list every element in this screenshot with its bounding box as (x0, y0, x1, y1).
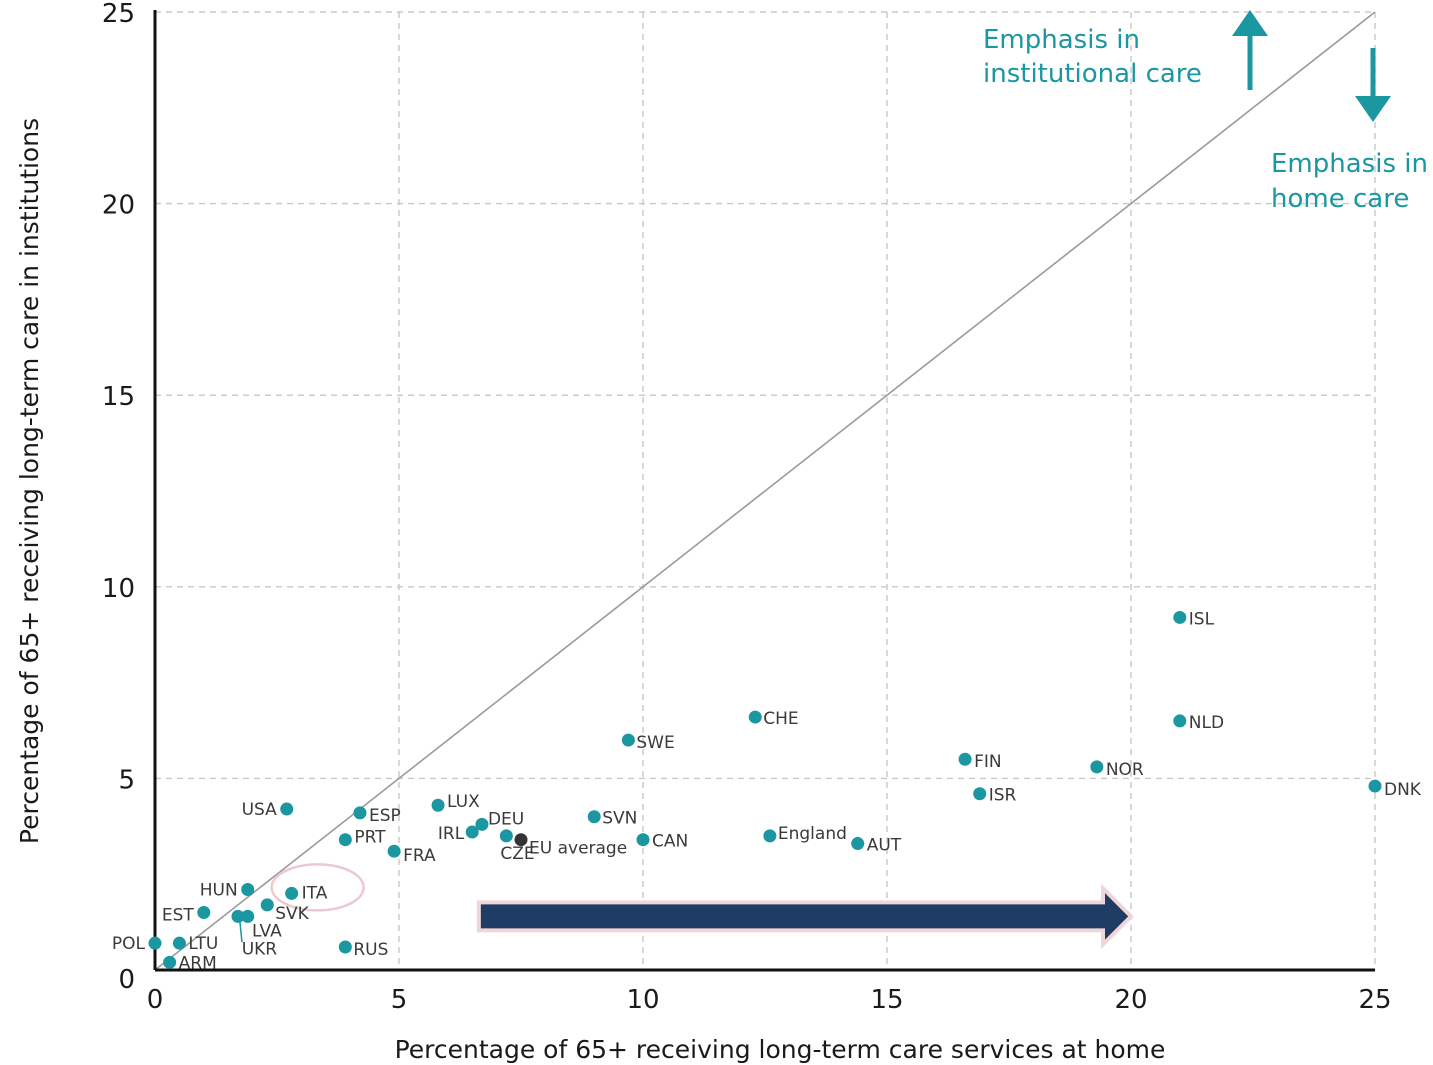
point-label-prt: PRT (354, 828, 386, 848)
y-tick-label-25: 25 (102, 0, 135, 29)
data-point-lva (231, 909, 245, 923)
grid-lines (155, 11, 1376, 970)
point-label-esp: ESP (369, 806, 401, 826)
data-point-nld (1173, 714, 1187, 728)
data-point-fra (387, 844, 401, 858)
data-point-svk (260, 898, 274, 912)
point-label-ita: ITA (302, 883, 328, 903)
x-tick-label-10: 10 (626, 985, 659, 1015)
point-label-ukr: UKR (242, 939, 278, 959)
data-point-irl (465, 825, 479, 839)
data-point-rus (338, 940, 352, 954)
data-point-pol (148, 936, 162, 950)
x-tick-label-25: 25 (1358, 985, 1391, 1015)
data-point-lux (431, 798, 445, 812)
data-point-esp (353, 806, 367, 820)
annotation-home-line-1: Emphasis in (1271, 149, 1428, 179)
point-label-nor: NOR (1106, 760, 1144, 780)
equality-diagonal-line (154, 11, 1376, 971)
data-point-dnk (1368, 779, 1382, 793)
leader-line-lva (239, 922, 243, 943)
data-point-ukr (241, 909, 255, 923)
point-label-che: CHE (763, 709, 798, 729)
point-label-can: CAN (652, 832, 688, 852)
big-arrow-home-care-trend (476, 883, 1134, 950)
annotation-institutional-care: Emphasis in institutional care (983, 25, 1202, 89)
data-point-england (763, 829, 777, 843)
y-tick-label-20: 20 (102, 191, 135, 221)
annotation-institutional-line-2: institutional care (983, 59, 1202, 89)
data-point-che (748, 710, 762, 724)
point-label-dnk: DNK (1384, 780, 1422, 800)
point-label-pol: POL (112, 934, 146, 954)
data-point-swe (621, 733, 635, 747)
point-label-cze: CZE (500, 844, 534, 864)
x-tick-label-20: 20 (1114, 985, 1147, 1015)
data-point-cze (499, 829, 513, 843)
x-tick-label-15: 15 (870, 985, 903, 1015)
point-label-irl: IRL (438, 824, 465, 844)
point-label-eu-average: EU average (529, 839, 627, 859)
data-point-arm (163, 955, 177, 969)
data-point-est (197, 906, 211, 920)
point-label-lux: LUX (447, 792, 480, 812)
x-tick-label-5: 5 (391, 985, 408, 1015)
data-point-isr (973, 787, 987, 801)
data-point-nor (1090, 760, 1104, 774)
annotation-arrows (476, 10, 1391, 950)
point-label-est: EST (162, 906, 195, 926)
point-label-isr: ISR (989, 786, 1017, 806)
y-tick-label-0: 0 (118, 965, 135, 995)
data-points: ISL NLD DNK NOR FIN ISR CHE SWE England AUT CAN SVN… (112, 609, 1422, 973)
data-point-usa (280, 802, 294, 816)
data-point-deu (475, 817, 489, 831)
annotation-institutional-line-1: Emphasis in (983, 25, 1140, 55)
point-label-usa: USA (242, 800, 278, 820)
data-point-eu-average (514, 833, 528, 847)
point-label-svn: SVN (602, 809, 637, 829)
point-label-fin: FIN (974, 752, 1002, 772)
point-label-fra: FRA (403, 846, 436, 866)
x-axis-label: Percentage of 65+ receiving long-term ca… (395, 1035, 1166, 1064)
point-label-ltu: LTU (188, 934, 218, 954)
y-tick-label-15: 15 (102, 382, 135, 412)
highlight-circle-ita (270, 863, 365, 912)
point-label-arm: ARM (179, 953, 217, 973)
y-tick-label-5: 5 (118, 765, 135, 795)
point-label-svk: SVK (275, 904, 309, 924)
point-label-england: England (778, 824, 847, 844)
point-label-hun: HUN (200, 881, 238, 901)
arrow-down-head (1355, 96, 1391, 122)
data-point-svn (587, 810, 601, 824)
arrow-up-head (1232, 10, 1268, 36)
point-label-deu: DEU (488, 809, 524, 829)
data-point-aut (851, 837, 865, 851)
point-label-nld: NLD (1189, 713, 1224, 733)
x-tick-label-0: 0 (147, 985, 164, 1015)
y-tick-label-10: 10 (102, 574, 135, 604)
point-label-rus: RUS (353, 940, 388, 960)
point-label-aut: AUT (867, 836, 902, 856)
point-label-isl: ISL (1189, 609, 1215, 629)
point-label-lva: LVA (252, 921, 282, 941)
data-point-prt (338, 833, 352, 847)
data-point-can (636, 833, 650, 847)
annotation-home-care: Emphasis in home care (1271, 149, 1433, 214)
axes (153, 10, 1375, 972)
data-point-fin (958, 752, 972, 766)
data-point-isl (1173, 610, 1187, 624)
annotation-home-line-2: home care (1271, 184, 1409, 214)
y-axis-label: Percentage of 65+ receiving long-term ca… (15, 118, 44, 844)
data-point-ita (285, 886, 299, 900)
data-point-hun (241, 883, 255, 897)
point-label-swe: SWE (636, 733, 674, 753)
data-point-ltu (172, 936, 186, 950)
tick-labels: 0 5 10 15 20 25 0 5 10 15 20 25 (102, 0, 1392, 1015)
